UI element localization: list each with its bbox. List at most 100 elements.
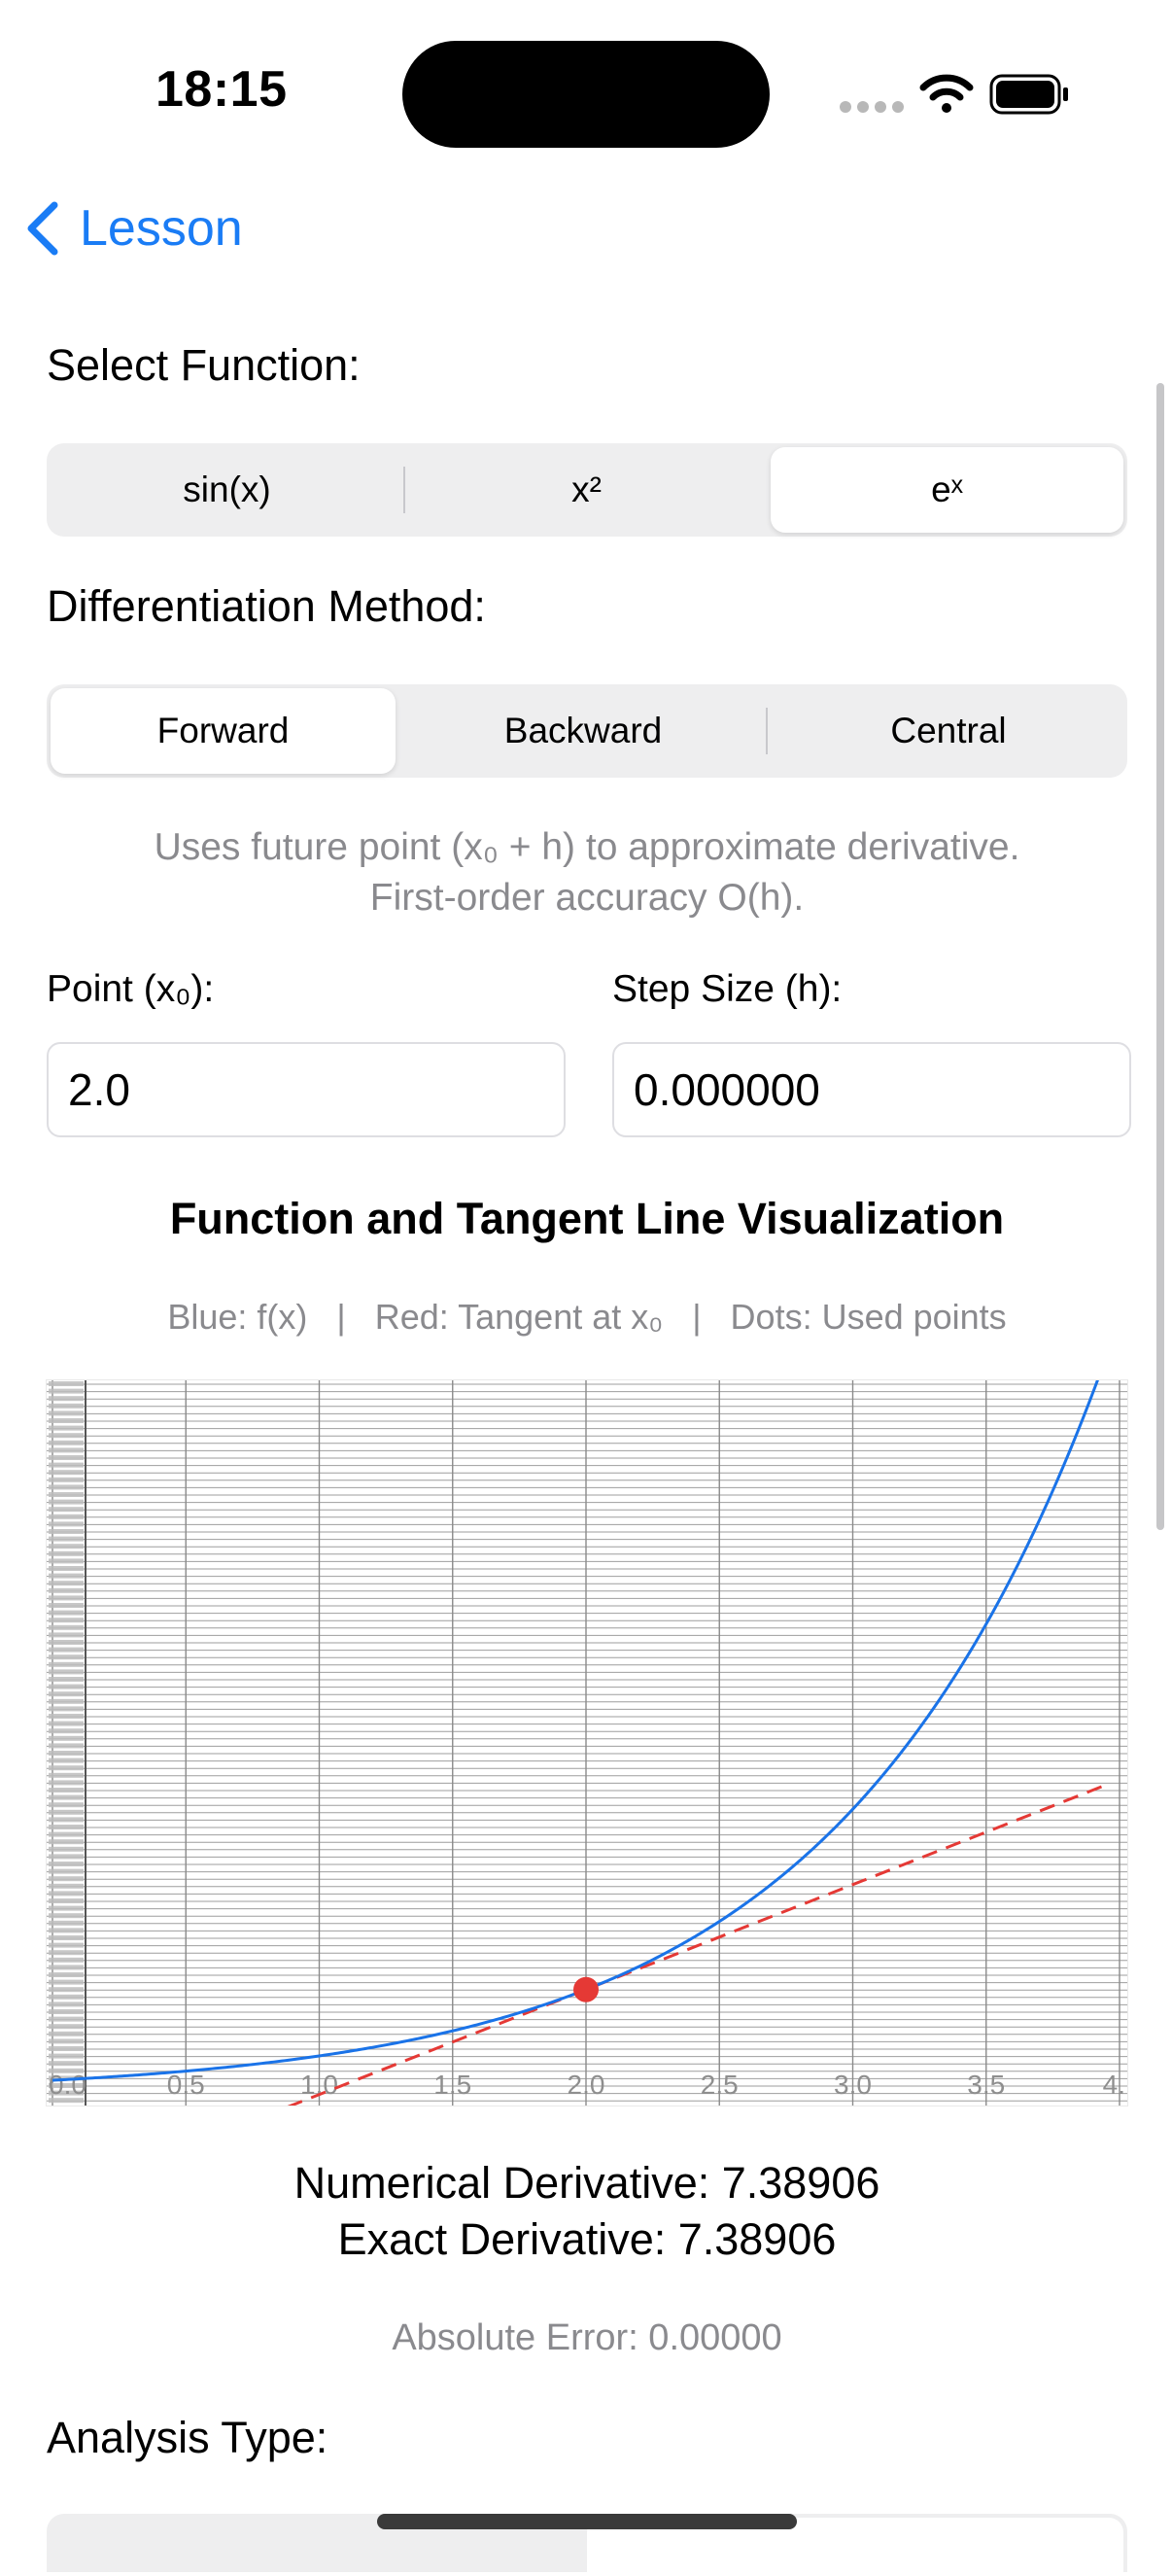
y-tick-label <box>49 1587 84 1593</box>
analysis-section-label: Analysis Type: <box>47 2413 328 2462</box>
y-tick-label <box>49 1640 84 1645</box>
segment-backward[interactable]: Backward <box>503 711 663 750</box>
used-points <box>573 1976 599 2002</box>
y-tick-label <box>49 1987 84 1993</box>
y-tick-label <box>49 1788 84 1793</box>
y-tick-label <box>49 1965 84 1970</box>
y-tick-label <box>49 1410 84 1416</box>
y-tick-label <box>49 1573 84 1579</box>
y-tick-label <box>49 1529 84 1534</box>
y-tick-label <box>49 1706 84 1712</box>
y-tick-label <box>49 2083 84 2088</box>
y-tick-label <box>49 1632 84 1638</box>
y-tick-label <box>49 1595 84 1601</box>
y-tick-label <box>49 1455 84 1460</box>
y-tick-label <box>49 1868 84 1874</box>
y-tick-label <box>49 1780 84 1786</box>
y-tick-label <box>49 1972 84 1977</box>
segment-central[interactable]: Central <box>890 711 1007 750</box>
y-tick-label <box>49 1425 84 1431</box>
y-tick-label <box>49 1728 84 1734</box>
y-tick-label <box>49 1618 84 1623</box>
x-tick-label: 3.5 <box>967 2070 1005 2100</box>
segment-x-squared[interactable]: x² <box>571 470 602 509</box>
point-field-label: Point (x₀): <box>47 968 215 1010</box>
y-tick-label <box>49 1839 84 1845</box>
home-indicator[interactable] <box>377 2514 797 2529</box>
y-tick-label <box>49 1721 84 1726</box>
y-tick-label <box>49 1544 84 1549</box>
y-tick-label <box>49 1610 84 1616</box>
method-segmented-control[interactable]: Forward Backward Central <box>47 684 1127 778</box>
used-point <box>573 1976 599 2002</box>
method-section-label: Differentiation Method: <box>47 581 486 631</box>
y-tick-label <box>49 2090 84 2096</box>
chevron-left-icon <box>27 201 58 256</box>
y-tick-label <box>49 1669 84 1675</box>
step-field-label: Step Size (h): <box>612 968 843 1010</box>
absolute-error-text: Absolute Error: 0.00000 <box>392 2317 782 2358</box>
y-tick-label <box>49 1492 84 1497</box>
y-tick-label <box>49 1499 84 1505</box>
y-tick-label <box>49 2024 84 2030</box>
y-tick-label <box>49 2046 84 2051</box>
x-tick-label: 1.5 <box>433 2070 471 2100</box>
function-segmented-control[interactable]: sin(x) x² eˣ <box>47 443 1127 537</box>
y-tick-label <box>49 1854 84 1860</box>
horizontal-gridlines <box>47 1383 1127 2102</box>
y-tick-label <box>49 1440 84 1445</box>
step-size-input[interactable]: 0.000000 <box>612 1042 1131 1137</box>
status-time: 18:15 <box>155 61 288 118</box>
y-tick-label <box>49 1470 84 1476</box>
x-tick-label: 4. <box>1103 2070 1125 2100</box>
y-tick-label <box>49 1536 84 1542</box>
x-tick-label: 0.5 <box>167 2070 205 2100</box>
y-tick-label <box>49 1484 84 1490</box>
y-tick-label <box>49 1994 84 2000</box>
y-tick-label <box>49 1817 84 1823</box>
y-tick-label <box>49 2002 84 2007</box>
y-tick-label <box>49 2038 84 2044</box>
segment-forward[interactable]: Forward <box>51 688 396 774</box>
y-tick-label <box>49 1521 84 1527</box>
y-tick-label <box>49 1558 84 1564</box>
y-tick-label <box>49 1714 84 1719</box>
y-tick-label <box>49 1566 84 1571</box>
y-tick-label <box>49 1765 84 1771</box>
y-tick-label <box>49 1979 84 1985</box>
y-tick-label <box>49 2068 84 2073</box>
y-tick-label <box>49 2016 84 2022</box>
y-tick-label <box>49 1654 84 1660</box>
y-tick-label <box>49 1507 84 1513</box>
segment-exp[interactable]: eˣ <box>771 447 1123 533</box>
y-tick-label <box>49 1647 84 1653</box>
y-tick-label <box>49 1403 84 1409</box>
segment-divider <box>766 708 768 754</box>
x-tick-label: 2.0 <box>568 2070 605 2100</box>
scroll-indicator[interactable] <box>1156 383 1164 1530</box>
x-tick-label: 0.0 <box>49 2070 86 2100</box>
back-button[interactable]: Lesson <box>23 194 243 262</box>
segment-sin[interactable]: sin(x) <box>183 470 271 509</box>
point-input[interactable]: 2.0 <box>47 1042 566 1137</box>
battery-icon <box>989 74 1068 115</box>
y-tick-label <box>49 1898 84 1903</box>
chart-title: Function and Tangent Line Visualization <box>169 1194 1005 1243</box>
cellular-signal-icon <box>840 101 904 113</box>
y-tick-label <box>49 1809 84 1815</box>
y-tick-label <box>49 1514 84 1519</box>
y-tick-label <box>49 1935 84 1940</box>
y-tick-label <box>49 1772 84 1778</box>
y-axis-labels <box>49 1380 86 2106</box>
y-tick-label <box>49 1603 84 1608</box>
y-tick-label <box>49 1388 84 1394</box>
y-tick-label <box>49 1883 84 1889</box>
y-tick-label <box>49 1928 84 1933</box>
y-tick-label <box>49 1876 84 1882</box>
x-tick-labels: 0.0 0.5 1.0 1.5 2.0 2.5 3.0 3.5 4. <box>49 2070 1125 2100</box>
y-tick-label <box>49 1905 84 1911</box>
y-tick-label <box>49 1418 84 1423</box>
dynamic-island <box>402 41 770 148</box>
y-tick-label <box>49 1758 84 1763</box>
y-tick-label <box>49 1698 84 1704</box>
